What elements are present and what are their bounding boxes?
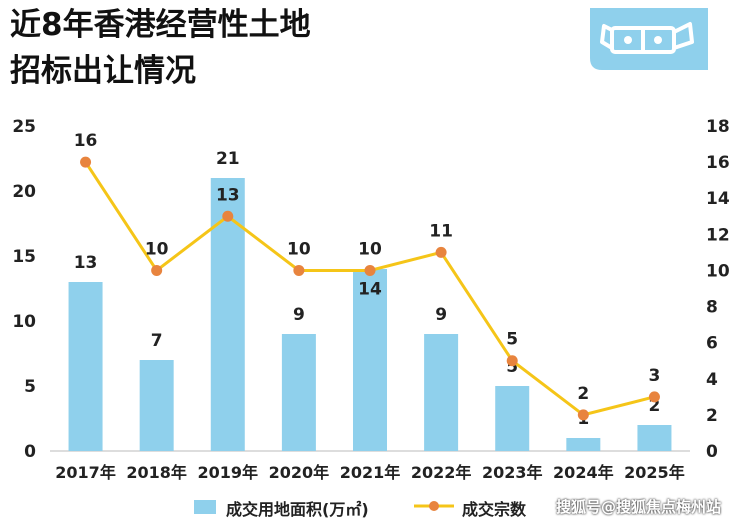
right-axis-tick-label: 16 <box>706 153 730 173</box>
source-watermark: 搜狐号@搜狐焦点梅州站 <box>556 498 722 516</box>
line-point <box>364 264 376 276</box>
line-data-label: 10 <box>145 239 169 259</box>
line-point <box>506 355 518 367</box>
bar <box>281 334 316 451</box>
line-data-label: 3 <box>649 366 661 386</box>
bar-data-label: 13 <box>74 253 98 273</box>
legend-bar-swatch <box>194 500 216 514</box>
line-point <box>80 156 92 168</box>
line-point <box>293 264 305 276</box>
left-axis: 0 5 10 15 20 25 <box>12 117 36 462</box>
x-axis-ticks: 2017年 2018年 2019年 2020年 2021年 2022年 2023年 2024年… <box>55 463 684 482</box>
line-data-label: 5 <box>506 330 518 350</box>
x-axis-tick-label: 2022年 <box>411 463 472 482</box>
legend-line-swatch <box>414 501 454 511</box>
line-data-label: 10 <box>358 239 382 259</box>
line-data-label: 13 <box>216 185 240 205</box>
bar <box>495 386 530 451</box>
bar <box>637 425 672 451</box>
right-axis: 0 2 4 6 8 10 12 14 16 18 <box>706 117 730 462</box>
x-axis-tick-label: 2018年 <box>126 463 187 482</box>
legend-bar-label: 成交用地面积(万㎡) <box>226 500 369 519</box>
line-point <box>577 409 589 421</box>
bar-data-label: 2 <box>649 396 661 416</box>
bar-data-label: 14 <box>358 279 382 299</box>
line-data-label: 16 <box>74 131 98 151</box>
line-data-label: 11 <box>429 221 453 241</box>
left-axis-tick-label: 15 <box>12 247 36 267</box>
line-data-label: 10 <box>287 239 311 259</box>
x-axis-tick-label: 2023年 <box>482 463 543 482</box>
line-points <box>80 156 660 421</box>
x-axis-tick-label: 2020年 <box>269 463 330 482</box>
line-point <box>151 264 163 276</box>
right-axis-tick-label: 0 <box>706 442 718 462</box>
x-axis-tick-label: 2019年 <box>198 463 259 482</box>
right-axis-tick-label: 6 <box>706 334 718 354</box>
legend-line-label: 成交宗数 <box>462 500 527 519</box>
x-axis-tick-label: 2025年 <box>624 463 685 482</box>
bar <box>424 334 459 451</box>
x-axis-tick-label: 2024年 <box>553 463 614 482</box>
right-axis-tick-label: 8 <box>706 298 718 318</box>
x-axis-tick-label: 2017年 <box>55 463 116 482</box>
bar <box>68 282 103 451</box>
bar-data-label: 21 <box>216 149 240 169</box>
left-axis-tick-label: 0 <box>24 442 36 462</box>
bar <box>566 438 601 451</box>
bar-data-label: 7 <box>151 331 163 351</box>
chart-title-line-2: 招标出让情况 <box>10 53 196 89</box>
chart-title: 近8年香港经营性土地 招标出让情况 <box>10 2 311 94</box>
line-point <box>222 210 234 222</box>
bar-data-label: 5 <box>506 357 518 377</box>
right-axis-tick-label: 2 <box>706 406 718 426</box>
3d-glasses-icon <box>580 8 708 70</box>
left-axis-tick-label: 10 <box>12 312 36 332</box>
bar-data-labels: 137219149512 <box>74 149 661 429</box>
left-axis-tick-label: 25 <box>12 117 36 137</box>
left-axis-tick-label: 5 <box>24 377 36 397</box>
bar <box>353 269 387 451</box>
line-data-label: 2 <box>577 384 589 404</box>
right-axis-tick-label: 18 <box>706 117 730 137</box>
line-point <box>435 246 447 258</box>
bar-data-label: 9 <box>435 305 447 325</box>
left-axis-tick-label: 20 <box>12 182 36 202</box>
right-axis-tick-label: 14 <box>706 189 730 209</box>
right-axis-tick-label: 4 <box>706 370 718 390</box>
bar-data-label: 9 <box>293 305 305 325</box>
line-point <box>648 391 660 403</box>
chart-title-line-1: 近8年香港经营性土地 <box>10 7 311 43</box>
right-axis-tick-label: 12 <box>706 225 730 245</box>
x-axis-tick-label: 2021年 <box>340 463 401 482</box>
line-data-labels: 16 10 13 10 10 11 5 2 3 <box>74 131 661 404</box>
right-axis-tick-label: 10 <box>706 261 730 281</box>
bar <box>139 360 174 451</box>
